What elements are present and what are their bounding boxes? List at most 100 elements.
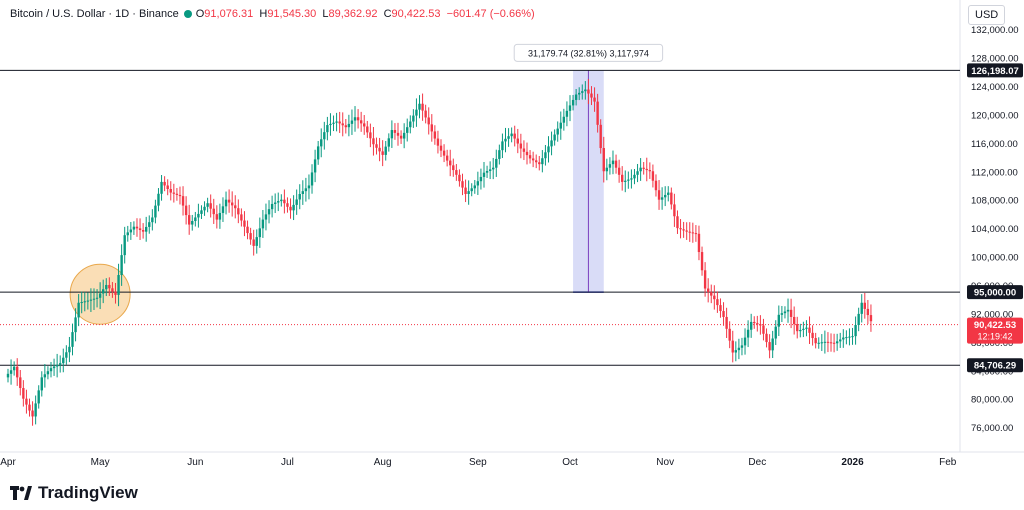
candle-body — [71, 332, 74, 347]
candle-body — [796, 324, 799, 332]
candle-body — [258, 228, 262, 238]
y-tick-label: 80,000.00 — [971, 395, 1013, 406]
candle-body — [442, 150, 446, 156]
candle-body — [427, 117, 430, 125]
low-value: 89,362.92 — [328, 8, 378, 20]
candle-body — [175, 193, 179, 195]
candle-body — [433, 131, 437, 139]
candle-body — [639, 167, 642, 172]
candle-body — [55, 364, 59, 367]
candle-body — [510, 133, 513, 137]
candle-body — [710, 292, 713, 296]
candle-body — [627, 179, 630, 181]
candle-body — [743, 337, 747, 346]
candle-body — [157, 193, 160, 206]
candle-body — [863, 302, 866, 309]
candle-body — [789, 309, 793, 317]
candle-body — [660, 197, 664, 200]
candle-body — [605, 167, 609, 172]
candle-body — [805, 327, 808, 329]
candle-body — [234, 205, 237, 209]
candle-body — [673, 204, 676, 217]
candle-body — [749, 321, 753, 330]
chart-legend-header: Bitcoin / U.S. Dollar · 1D · Binance O91,… — [10, 8, 535, 20]
candle-body — [375, 144, 378, 148]
candle-body — [261, 219, 265, 229]
candle-body — [298, 194, 301, 200]
x-tick-label: Aug — [374, 457, 392, 468]
candle-body — [624, 180, 627, 182]
candle-body — [602, 148, 605, 172]
open-value: 91,076.31 — [204, 8, 254, 20]
candle-body — [396, 132, 400, 136]
candle-body — [734, 350, 738, 353]
candle-body — [89, 299, 93, 301]
candle-body — [197, 213, 200, 218]
tradingview-logo-icon — [10, 486, 32, 500]
candle-body — [507, 136, 510, 139]
candle-body — [273, 202, 277, 204]
candle-body — [421, 103, 424, 111]
candle-body — [559, 122, 562, 129]
candle-body — [642, 167, 645, 169]
candle-body — [323, 132, 326, 140]
candle-body — [301, 191, 305, 194]
candle-body — [716, 299, 719, 306]
candle-body — [37, 390, 40, 404]
candle-body — [283, 199, 286, 204]
candle-body — [399, 135, 403, 139]
candle-body — [6, 373, 10, 378]
candle-body — [114, 291, 117, 295]
candle-body — [83, 301, 86, 303]
candle-body — [808, 327, 811, 333]
candle-body — [160, 181, 163, 194]
candle-body — [277, 201, 280, 203]
candle-body — [135, 226, 139, 229]
candle-body — [255, 237, 258, 246]
candle-body — [412, 115, 415, 122]
candle-body — [528, 155, 532, 159]
candle-body — [363, 123, 366, 127]
candle-body — [550, 140, 553, 147]
candle-body — [663, 194, 667, 198]
tradingview-logo[interactable]: TradingView — [10, 483, 138, 503]
candle-body — [227, 199, 231, 203]
candle-body — [587, 89, 590, 94]
candle-body — [817, 342, 820, 344]
candle-body — [657, 190, 661, 200]
candle-body — [313, 159, 317, 173]
candle-body — [522, 148, 526, 152]
candle-body — [482, 172, 486, 177]
candle-body — [34, 403, 37, 417]
candle-body — [111, 288, 114, 292]
candle-body — [347, 123, 351, 128]
candle-body — [249, 233, 252, 240]
candle-body — [230, 202, 234, 206]
candle-body — [341, 123, 344, 126]
candle-body — [366, 126, 369, 133]
candle-body — [92, 298, 96, 300]
candle-body — [436, 138, 440, 146]
candle-body — [393, 130, 397, 133]
candle-body — [108, 284, 111, 289]
candle-body — [553, 134, 556, 141]
candle-body — [562, 116, 566, 123]
candle-body — [596, 101, 599, 125]
candle-body — [731, 340, 734, 353]
candle-body — [270, 203, 274, 210]
symbol-title[interactable]: Bitcoin / U.S. Dollar · 1D · Binance — [10, 8, 179, 20]
candle-body — [332, 122, 335, 124]
candle-body — [187, 215, 191, 225]
candle-body — [670, 192, 673, 205]
candle-body — [329, 123, 332, 126]
candle-body — [829, 342, 833, 344]
candle-body — [98, 293, 102, 298]
candle-body — [344, 125, 348, 128]
candle-body — [845, 337, 848, 339]
currency-selector[interactable]: USD — [968, 5, 1006, 25]
candle-body — [768, 342, 771, 351]
candle-body — [203, 206, 206, 211]
candle-body — [22, 388, 25, 399]
candle-body — [691, 232, 695, 234]
